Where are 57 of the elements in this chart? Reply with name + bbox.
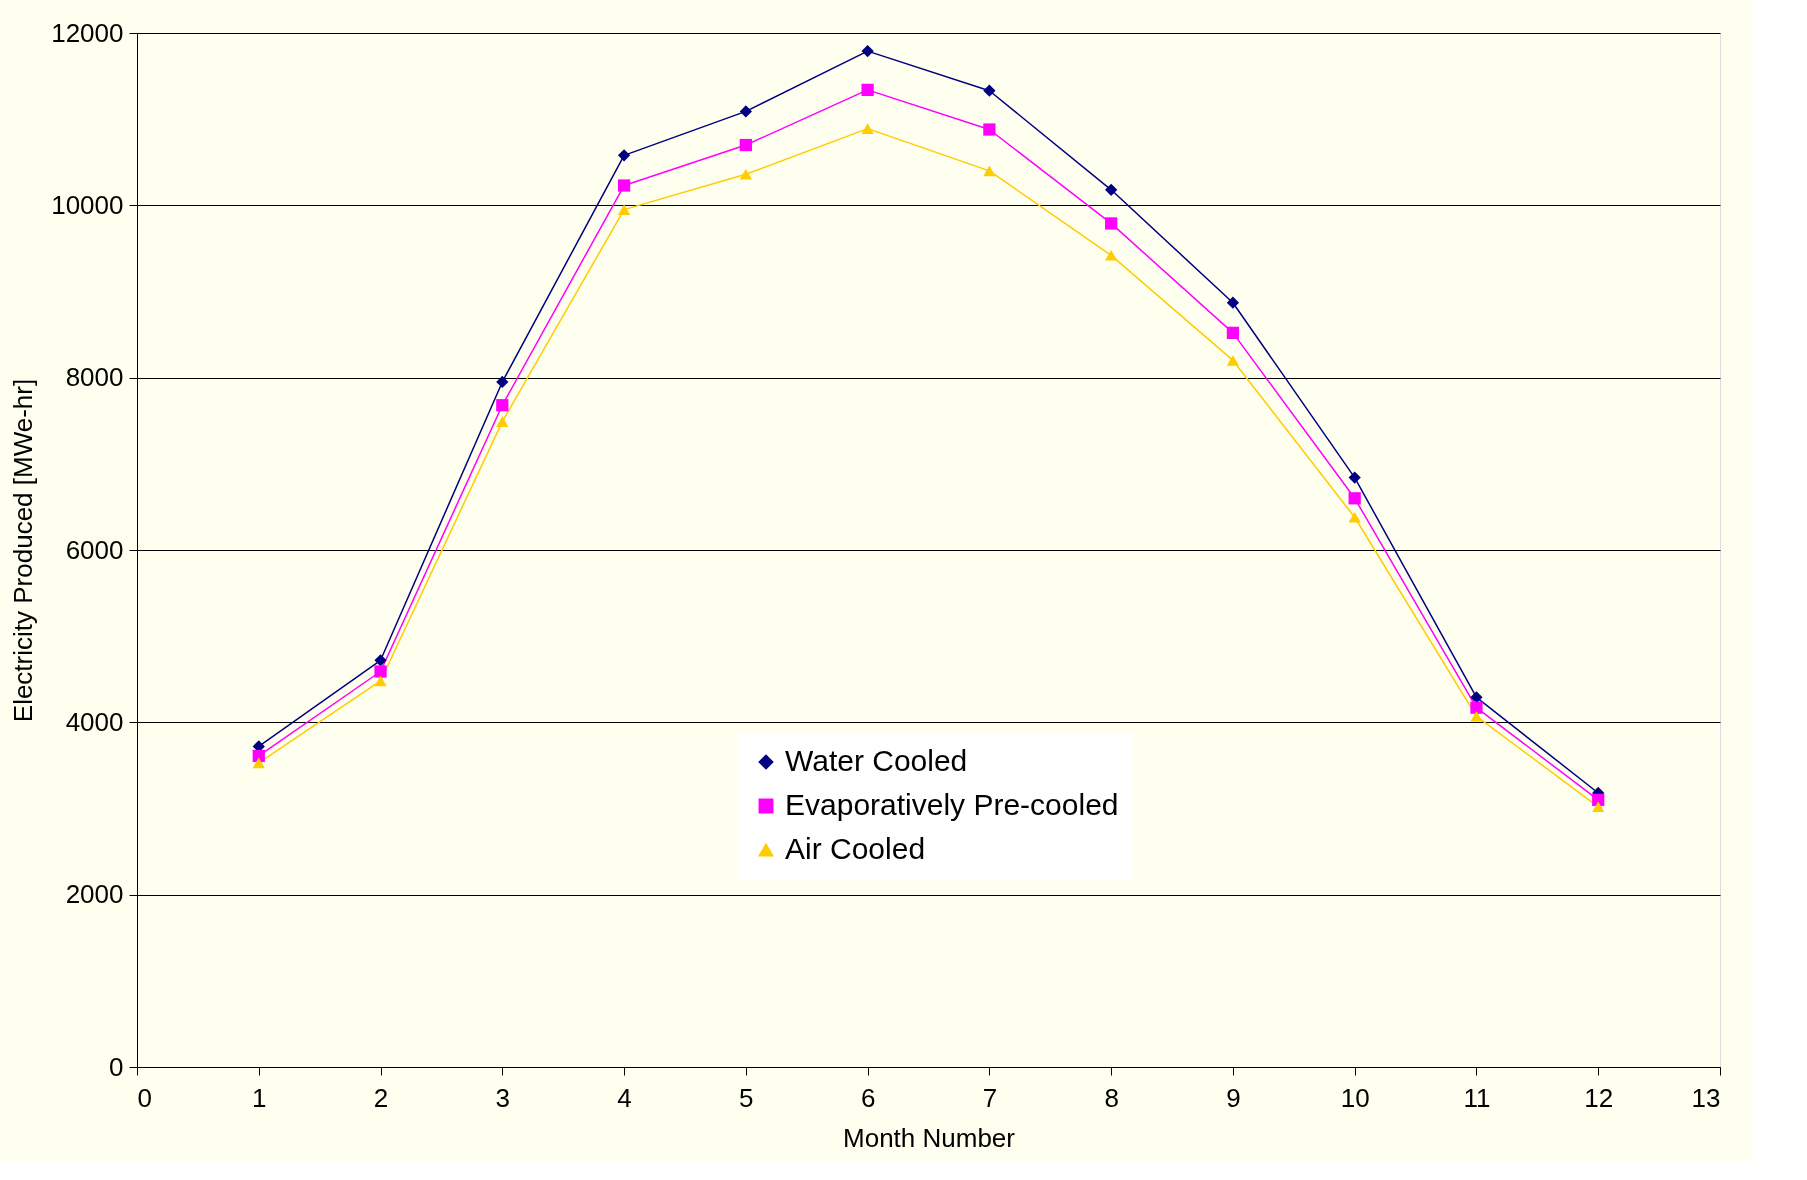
legend-label: Evaporatively Pre-cooled bbox=[785, 788, 1119, 821]
y-tick-label: 10000 bbox=[51, 189, 124, 220]
point bbox=[739, 105, 752, 118]
y-tick-label: 6000 bbox=[65, 534, 124, 565]
x-tick-label: 10 bbox=[1340, 1082, 1370, 1113]
x-tick-label: 5 bbox=[739, 1082, 754, 1113]
x-tick-label: 6 bbox=[860, 1082, 876, 1113]
point bbox=[617, 204, 631, 215]
x-tick-label: 2 bbox=[373, 1082, 389, 1113]
y-tick-label: 8000 bbox=[65, 362, 124, 393]
point bbox=[983, 84, 996, 97]
point bbox=[983, 165, 996, 177]
point bbox=[861, 123, 874, 134]
point bbox=[1105, 183, 1118, 196]
x-tick-label: 0 bbox=[137, 1082, 152, 1113]
point bbox=[374, 675, 387, 687]
point bbox=[252, 757, 265, 769]
x-tick-label: 11 bbox=[1463, 1082, 1491, 1113]
legend-label: Air Cooled bbox=[785, 832, 926, 865]
point bbox=[1105, 250, 1118, 261]
point bbox=[1226, 355, 1240, 366]
point bbox=[1348, 471, 1361, 484]
point bbox=[1226, 296, 1240, 309]
y-axis-title: Electricity Produced [MWe-hr] bbox=[8, 378, 39, 723]
y-tick-label: 4000 bbox=[65, 706, 124, 737]
x-tick-label: 7 bbox=[982, 1082, 998, 1113]
x-tick-label: 13 bbox=[1691, 1082, 1721, 1113]
point bbox=[1348, 511, 1361, 523]
x-tick-label: 4 bbox=[617, 1082, 632, 1113]
point bbox=[1226, 326, 1240, 339]
x-tick-label: 12 bbox=[1584, 1082, 1614, 1113]
point bbox=[739, 138, 752, 152]
point bbox=[983, 123, 996, 136]
point bbox=[374, 665, 387, 678]
point bbox=[1105, 217, 1118, 230]
point bbox=[1470, 711, 1483, 722]
y-tick-label: 0 bbox=[109, 1051, 124, 1082]
point bbox=[496, 416, 509, 427]
legend-label: Water Cooled bbox=[785, 744, 968, 777]
point bbox=[739, 169, 752, 180]
point bbox=[496, 399, 509, 412]
x-tick-label: 3 bbox=[495, 1082, 511, 1113]
point bbox=[1348, 492, 1361, 505]
point bbox=[1592, 801, 1605, 813]
point bbox=[617, 179, 631, 192]
point bbox=[496, 375, 509, 389]
x-tick-label: 9 bbox=[1226, 1082, 1241, 1113]
y-tick-label: 12000 bbox=[51, 17, 124, 48]
point bbox=[617, 149, 631, 162]
point bbox=[861, 83, 874, 96]
point bbox=[1470, 701, 1483, 714]
point bbox=[861, 44, 874, 58]
x-tick-label: 8 bbox=[1104, 1082, 1119, 1113]
y-tick-label: 2000 bbox=[65, 879, 124, 910]
x-tick-label: 1 bbox=[252, 1082, 267, 1113]
point bbox=[374, 654, 387, 667]
x-axis-title: Month Number bbox=[843, 1122, 1016, 1153]
